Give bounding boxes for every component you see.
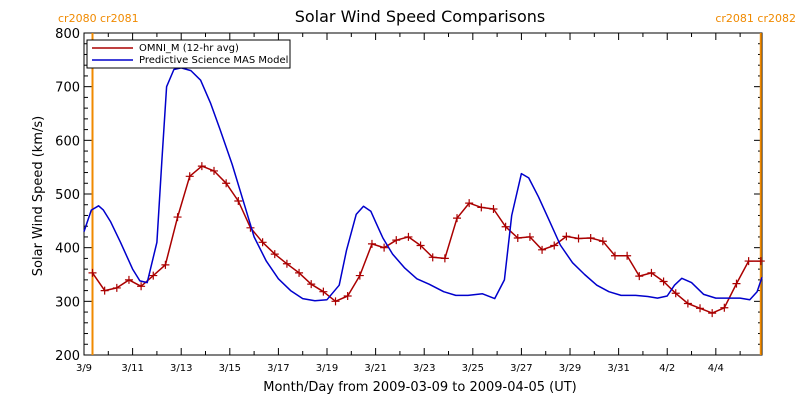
x-tick-label: 3/27	[510, 363, 532, 374]
omni-data-point	[210, 166, 219, 175]
omni-data-point	[343, 291, 352, 300]
omni-data-point	[525, 232, 534, 241]
x-tick-label: 3/13	[170, 363, 192, 374]
y-tick-label: 600	[55, 134, 80, 149]
omni-data-point	[720, 303, 729, 312]
omni-data-point	[683, 299, 692, 308]
omni-data-point	[732, 279, 741, 288]
y-tick-label: 400	[55, 242, 80, 257]
series-layer	[83, 67, 765, 318]
omni-data-point	[598, 237, 607, 246]
legend-label-mas: Predictive Science MAS Model	[139, 55, 288, 66]
x-tick-label: 3/29	[559, 363, 581, 374]
x-tick-label: 3/23	[413, 363, 435, 374]
omni-data-point	[453, 214, 462, 223]
y-tick-label: 700	[55, 81, 80, 96]
x-axis-label: Month/Day from 2009-03-09 to 2009-04-05 …	[263, 380, 576, 395]
omni-data-point	[428, 253, 437, 262]
carrington-markers: cr2080 cr2081 cr2081 cr2082	[58, 12, 796, 355]
y-tick-label: 300	[55, 295, 80, 310]
x-tick-label: 3/31	[607, 363, 629, 374]
legend: OMNI_M (12-hr avg) Predictive Science MA…	[86, 39, 291, 69]
omni-data-point	[647, 268, 656, 277]
omni-data-point	[185, 172, 194, 181]
y-tick-label: 200	[55, 349, 80, 364]
omni-data-point	[137, 282, 146, 291]
omni-data-point	[708, 309, 717, 318]
x-tick-label: 4/4	[708, 363, 724, 374]
omni-data-point	[623, 251, 632, 260]
plot-frame	[83, 32, 763, 356]
omni-data-point	[756, 257, 765, 266]
x-tick-label: 3/21	[364, 363, 386, 374]
omni-data-point	[392, 236, 401, 245]
omni-data-point	[574, 234, 583, 243]
omni-data-point	[124, 275, 133, 284]
mas-model-series-line	[83, 67, 763, 302]
x-tick-label: 3/25	[462, 363, 484, 374]
omni-data-point	[331, 297, 340, 306]
plot-border	[83, 32, 763, 356]
x-tick-label: 3/9	[76, 363, 92, 374]
x-axis-ticks: 3/9 3/11 3/13 3/15 3/17 3/19 3/21 3/23 3/25 3/27 3…	[76, 33, 741, 374]
omni-data-point	[149, 271, 158, 280]
omni-data-point	[586, 234, 595, 243]
x-tick-label: 4/2	[659, 363, 675, 374]
omni-data-point	[550, 241, 559, 250]
omni-data-point	[610, 251, 619, 260]
legend-box	[86, 39, 291, 69]
omni-data-point	[696, 304, 705, 313]
x-tick-label: 3/17	[267, 363, 289, 374]
y-axis-ticks: 200 300 400 500 600 700 800	[55, 27, 762, 364]
omni-data-point	[562, 232, 571, 241]
omni-data-point	[222, 179, 231, 188]
omni-data-point	[380, 243, 389, 252]
omni-data-point	[112, 283, 121, 292]
omni-data-point	[161, 260, 170, 269]
omni-data-point	[440, 254, 449, 263]
omni-data-point	[501, 222, 510, 231]
omni-data-point	[489, 205, 498, 214]
y-axis-label: Solar Wind Speed (km/s)	[31, 116, 46, 276]
omni-data-point	[404, 232, 413, 241]
omni-data-point	[295, 268, 304, 277]
omni-data-point	[635, 272, 644, 281]
legend-label-omni: OMNI_M (12-hr avg)	[139, 43, 239, 54]
omni-data-point	[416, 241, 425, 250]
y-tick-label: 500	[55, 188, 80, 203]
x-tick-label: 3/15	[219, 363, 241, 374]
omni-data-point	[671, 289, 680, 298]
omni-series-line	[91, 165, 761, 314]
chart-title: Solar Wind Speed Comparisons	[295, 7, 546, 26]
omni-data-point	[282, 259, 291, 268]
carrington-label: cr2080 cr2081	[58, 12, 139, 25]
omni-data-point	[477, 203, 486, 212]
omni-data-point	[355, 271, 364, 280]
omni-data-point	[88, 268, 97, 277]
omni-data-point	[744, 257, 753, 266]
omni-data-point	[173, 213, 182, 222]
omni-data-point	[234, 196, 243, 205]
omni-data-point	[465, 199, 474, 208]
y-tick-label: 800	[55, 27, 80, 42]
x-tick-label: 3/19	[316, 363, 338, 374]
omni-data-point	[270, 250, 279, 259]
omni-data-point	[197, 162, 206, 171]
omni-data-point	[307, 280, 316, 289]
omni-data-point	[319, 287, 328, 296]
carrington-label: cr2081 cr2082	[715, 12, 796, 25]
omni-data-point	[367, 239, 376, 248]
x-tick-label: 3/11	[121, 363, 143, 374]
omni-data-point	[538, 245, 547, 254]
omni-data-point	[100, 286, 109, 295]
omni-data-point	[659, 277, 668, 286]
omni-data-point	[258, 238, 267, 247]
omni-data-point	[513, 234, 522, 243]
